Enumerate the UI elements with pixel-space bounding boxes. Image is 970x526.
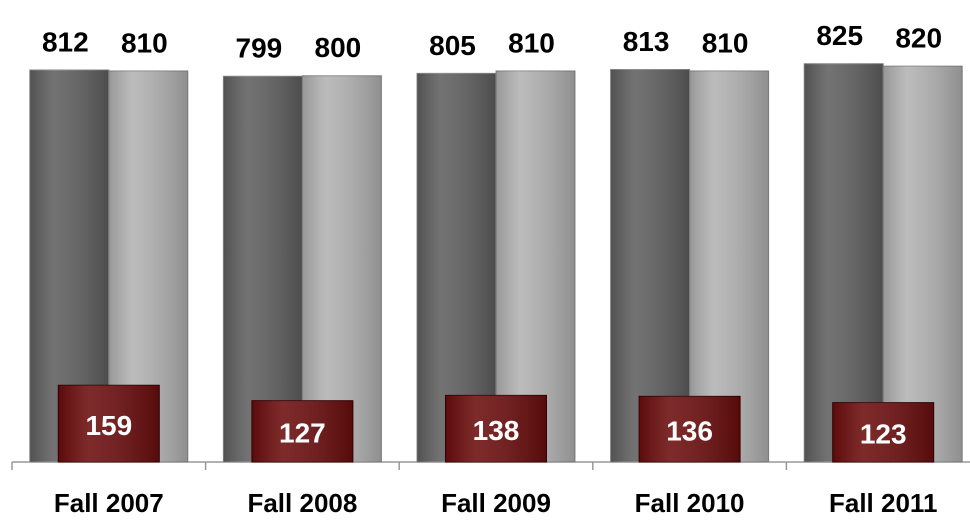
value-label: 123 <box>860 419 907 450</box>
value-label: 813 <box>623 26 670 57</box>
x-tick-label: Fall 2010 <box>635 488 745 518</box>
value-label: 810 <box>702 27 749 58</box>
x-tick-label: Fall 2008 <box>247 488 357 518</box>
x-tick-label: Fall 2009 <box>441 488 551 518</box>
value-label: 825 <box>816 20 863 51</box>
value-label: 810 <box>508 27 555 58</box>
value-label: 127 <box>279 418 326 449</box>
value-label: 138 <box>473 415 520 446</box>
x-tick-label: Fall 2011 <box>829 488 937 518</box>
value-label: 136 <box>666 416 713 447</box>
value-label: 799 <box>236 33 283 64</box>
value-label: 812 <box>42 26 89 57</box>
value-label: 159 <box>85 410 132 441</box>
x-tick-label: Fall 2007 <box>54 488 164 518</box>
value-label: 805 <box>429 30 476 61</box>
value-label: 800 <box>315 32 362 63</box>
value-label: 820 <box>895 23 942 54</box>
value-label: 810 <box>121 27 168 58</box>
